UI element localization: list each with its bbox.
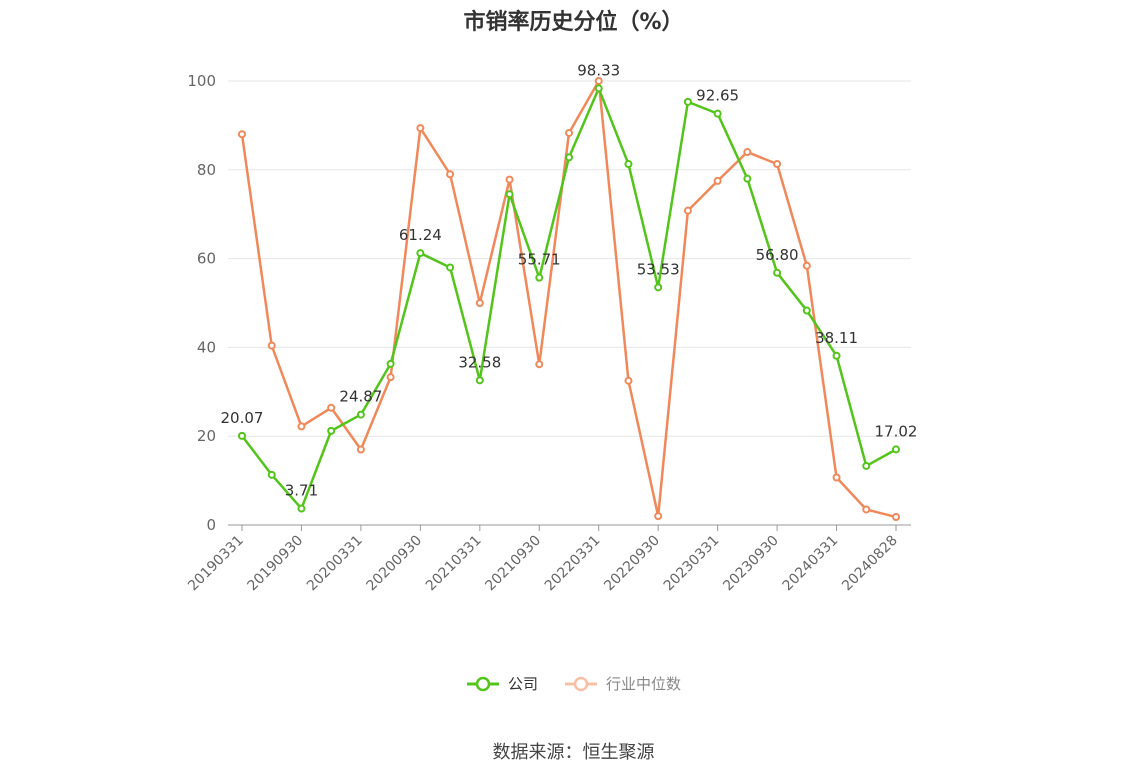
data-point[interactable] <box>862 461 871 470</box>
data-point[interactable] <box>594 84 603 93</box>
data-point[interactable] <box>773 160 782 169</box>
data-label: 92.65 <box>696 87 739 105</box>
data-point[interactable] <box>297 422 306 431</box>
x-tick-label: 20190930 <box>245 533 307 595</box>
data-point[interactable] <box>832 473 841 482</box>
data-point[interactable] <box>594 77 603 85</box>
legend-label-company: 公司 <box>507 675 538 693</box>
data-point[interactable] <box>505 175 514 184</box>
data-label: 17.02 <box>875 422 918 440</box>
data-point[interactable] <box>713 176 722 185</box>
data-point[interactable] <box>446 263 455 272</box>
data-point[interactable] <box>773 268 782 277</box>
data-point[interactable] <box>356 445 365 454</box>
data-point[interactable] <box>416 124 425 133</box>
y-tick-label: 40 <box>197 338 216 356</box>
data-point[interactable] <box>297 504 306 513</box>
series-line <box>241 87 897 510</box>
x-tick-label: 20240331 <box>780 533 842 595</box>
data-label: 61.24 <box>399 226 442 244</box>
data-point[interactable] <box>892 445 900 454</box>
data-point[interactable] <box>267 341 276 350</box>
y-tick-label: 60 <box>197 250 216 268</box>
data-point[interactable] <box>535 360 544 369</box>
y-tick-label: 100 <box>187 72 216 90</box>
chart-title: 市销率历史分位（%） <box>463 10 684 35</box>
data-point[interactable] <box>862 505 871 514</box>
y-tick-label: 0 <box>206 516 216 534</box>
data-point[interactable] <box>683 206 692 215</box>
x-tick-label: 20220331 <box>542 533 604 595</box>
legend-industry-icon <box>565 676 597 691</box>
data-point[interactable] <box>892 513 900 522</box>
x-tick-label: 20190331 <box>185 533 247 595</box>
series-company <box>238 84 900 513</box>
data-label: 32.58 <box>458 353 501 371</box>
data-point[interactable] <box>535 273 544 282</box>
data-label: 3.71 <box>285 482 318 500</box>
legend-label-industry: 行业中位数 <box>606 675 682 693</box>
data-point[interactable] <box>743 148 752 157</box>
data-point[interactable] <box>475 376 484 385</box>
data-point[interactable] <box>624 160 633 169</box>
x-tick-label: 20210930 <box>482 533 544 595</box>
y-tick-label: 80 <box>197 161 216 179</box>
x-tick-label: 20230331 <box>661 533 723 595</box>
x-tick-label: 20220930 <box>601 533 663 595</box>
data-point[interactable] <box>713 109 722 118</box>
data-label: 56.80 <box>756 246 799 264</box>
data-point[interactable] <box>565 153 573 162</box>
data-point[interactable] <box>802 261 811 270</box>
data-point[interactable] <box>802 306 811 315</box>
x-tick-label: 20200930 <box>363 533 425 595</box>
series-industry <box>238 77 900 522</box>
data-label: 38.11 <box>815 329 858 347</box>
data-point[interactable] <box>416 249 425 258</box>
data-point[interactable] <box>238 431 246 440</box>
x-axis: 2019033120190930202003312020093020210331… <box>185 524 911 595</box>
data-point[interactable] <box>267 470 276 479</box>
source-note: 数据来源：恒生聚源 <box>492 742 655 763</box>
data-point[interactable] <box>446 170 455 179</box>
series-layer <box>238 77 900 522</box>
y-tick-label: 20 <box>197 427 216 445</box>
data-point[interactable] <box>743 174 752 183</box>
x-tick-label: 20200331 <box>304 533 366 595</box>
data-point[interactable] <box>683 97 692 106</box>
data-point[interactable] <box>386 373 395 382</box>
legend: 公司 行业中位数 <box>0 673 1147 694</box>
data-label: 24.87 <box>339 388 382 406</box>
grid-lines: 0 20 40 60 80 100 <box>187 72 911 534</box>
data-point[interactable] <box>654 283 663 292</box>
data-point[interactable] <box>386 359 395 368</box>
data-point[interactable] <box>624 376 633 385</box>
data-point[interactable] <box>327 426 336 435</box>
data-point[interactable] <box>238 130 246 139</box>
data-point[interactable] <box>654 512 663 521</box>
data-point[interactable] <box>356 410 365 419</box>
data-label: 53.53 <box>637 260 680 278</box>
data-point[interactable] <box>505 190 514 199</box>
legend-company-icon <box>466 676 499 691</box>
x-tick-label: 20230930 <box>720 533 782 595</box>
legend-item-company[interactable]: 公司 <box>466 673 538 694</box>
data-point[interactable] <box>832 351 841 360</box>
x-tick-label: 20210331 <box>423 533 485 595</box>
data-label: 55.71 <box>518 251 561 269</box>
data-point[interactable] <box>475 299 484 307</box>
data-point[interactable] <box>327 403 336 412</box>
data-labels: 20.07 3.71 24.87 61.24 32.58 55.71 98.33 53.53 9… <box>221 61 918 499</box>
x-tick-label: 20240828 <box>839 533 901 595</box>
data-label: 98.33 <box>577 61 620 79</box>
legend-item-industry[interactable]: 行业中位数 <box>564 673 681 694</box>
data-point[interactable] <box>565 128 573 137</box>
data-label: 20.07 <box>221 409 264 427</box>
